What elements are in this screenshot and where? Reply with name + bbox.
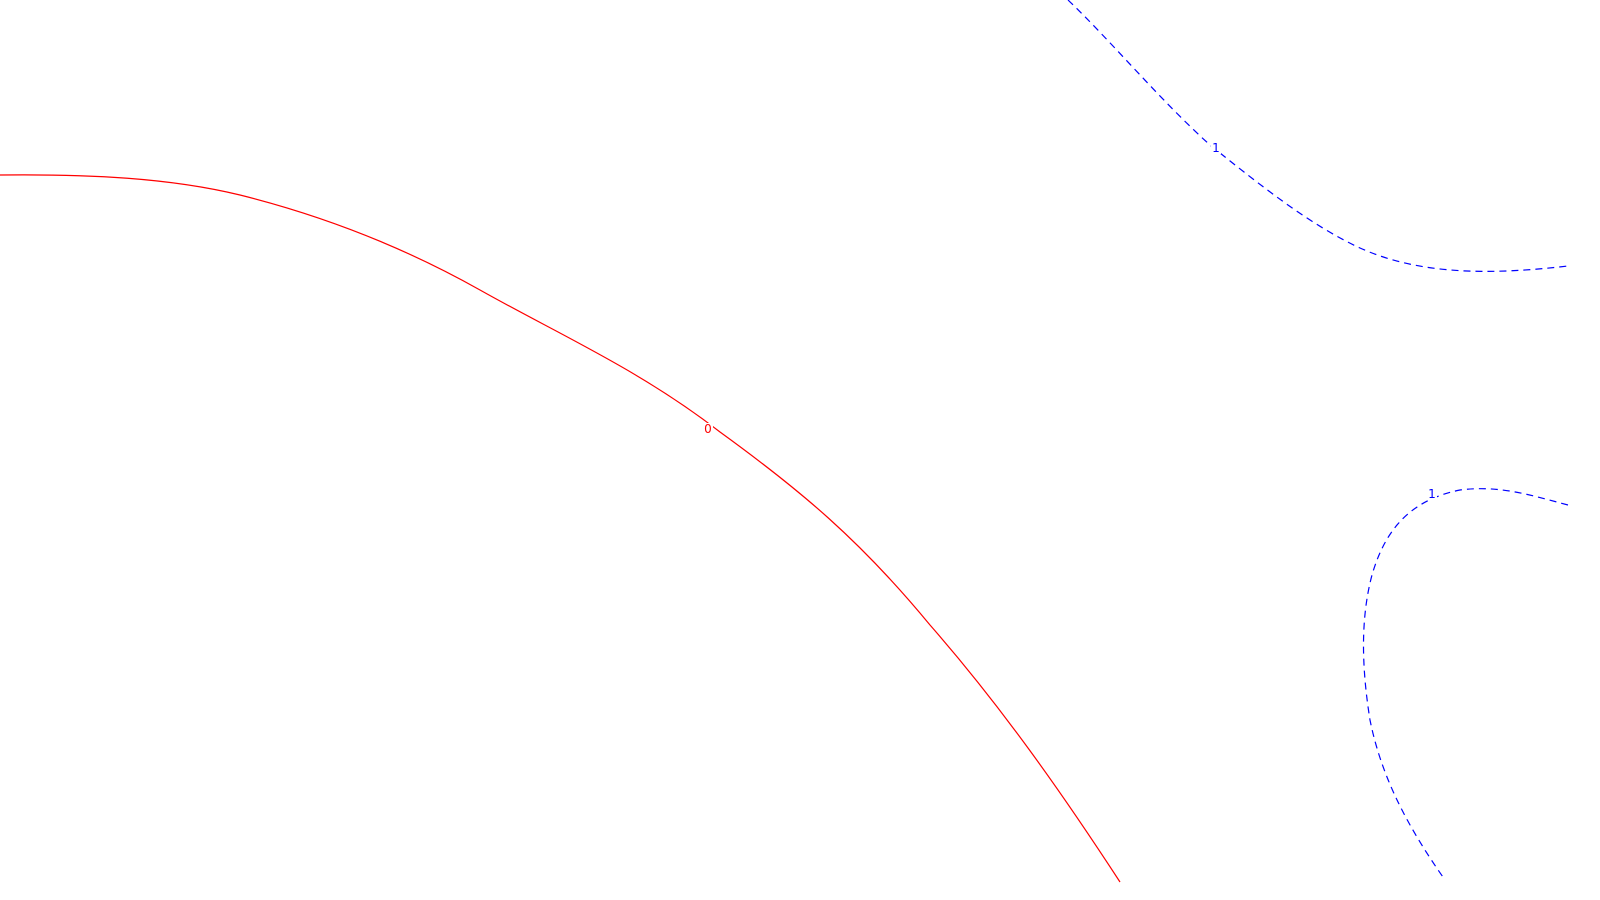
contour-0-line — [0, 174, 1121, 883]
contour-1-lower-line — [1362, 488, 1569, 881]
contour-1-lower-line-label: 1 — [1428, 487, 1436, 501]
contour-0-line-label-gap — [703, 423, 713, 435]
contour-1-upper-line-label: 1 — [1212, 141, 1220, 155]
contour-1-upper-line-label-gap — [1211, 142, 1221, 154]
contour-layer — [0, 0, 1569, 883]
contour-0-line-label: 0 — [704, 422, 712, 436]
contour-1-upper-line — [1067, 0, 1569, 272]
label-layer: 0 1 1 — [703, 141, 1437, 501]
contour-1-lower-line-label-gap — [1427, 488, 1437, 500]
